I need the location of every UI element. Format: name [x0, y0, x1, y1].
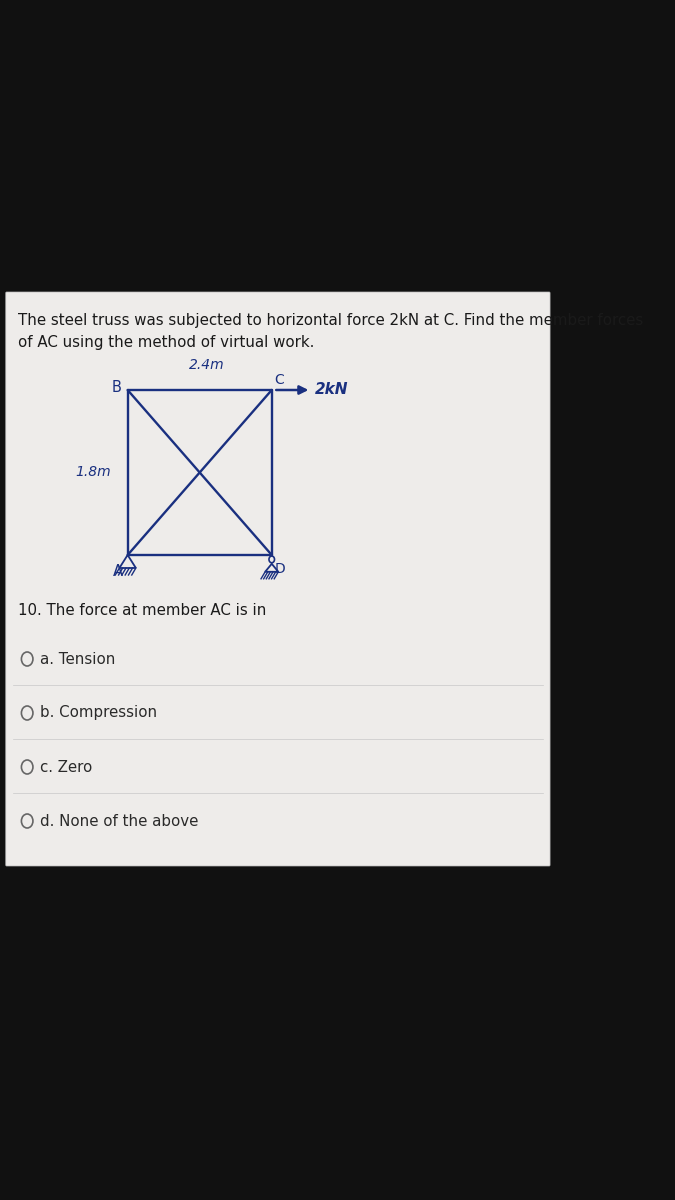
Text: 2kN: 2kN [315, 382, 348, 396]
Text: c. Zero: c. Zero [40, 760, 92, 774]
Text: 1.8m: 1.8m [75, 466, 111, 480]
Text: a. Tension: a. Tension [40, 652, 115, 666]
Text: C: C [274, 373, 284, 386]
Text: D: D [275, 562, 286, 576]
Text: d. None of the above: d. None of the above [40, 814, 198, 828]
Text: A: A [113, 564, 123, 578]
Text: B: B [112, 380, 122, 396]
Text: b. Compression: b. Compression [40, 706, 157, 720]
Text: 2.4m: 2.4m [188, 358, 224, 372]
Text: 10. The force at member AC is in: 10. The force at member AC is in [18, 602, 267, 618]
Text: The steel truss was subjected to horizontal force 2kN at C. Find the member forc: The steel truss was subjected to horizon… [18, 313, 643, 328]
FancyBboxPatch shape [6, 292, 550, 866]
Text: of AC using the method of virtual work.: of AC using the method of virtual work. [18, 335, 315, 350]
